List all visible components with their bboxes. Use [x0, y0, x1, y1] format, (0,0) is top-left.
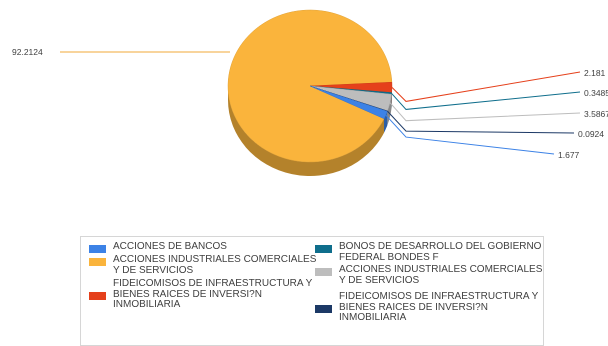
data-label: 2.181 — [584, 68, 606, 78]
leader-line — [392, 72, 580, 101]
pie-chart: 92.2124 2.181 0.3485 3.5867 0.0924 1.677 — [0, 0, 608, 200]
data-label: 92.2124 — [12, 47, 43, 57]
legend-label: ACCIONES INDUSTRIALES COMERCIALES Y DE S… — [339, 265, 544, 286]
data-label: 0.3485 — [584, 88, 608, 98]
legend-label: BONOS DE DESARROLLO DEL GOBIERNO FEDERAL… — [339, 242, 544, 263]
legend-swatch — [89, 292, 106, 300]
legend-swatch — [315, 305, 332, 313]
pie-top — [228, 10, 392, 162]
legend-swatch — [315, 245, 332, 253]
legend-swatch — [315, 268, 332, 276]
legend-swatch — [89, 258, 106, 266]
legend-label: ACCIONES INDUSTRIALES COMERCIALES Y DE S… — [113, 255, 318, 276]
leader-line — [392, 92, 580, 109]
data-label: 0.0924 — [578, 129, 604, 139]
chart-legend: ACCIONES DE BANCOS BONOS DE DESARROLLO D… — [80, 236, 544, 346]
data-label: 1.677 — [558, 150, 580, 160]
data-label: 3.5867 — [584, 109, 608, 119]
legend-label: FIDEICOMISOS DE INFRAESTRUCTURA Y BIENES… — [113, 279, 318, 311]
legend-swatch — [89, 245, 106, 253]
legend-label: FIDEICOMISOS DE INFRAESTRUCTURA Y BIENES… — [339, 292, 544, 324]
legend-label: ACCIONES DE BANCOS — [113, 242, 318, 253]
leader-line — [390, 103, 580, 121]
